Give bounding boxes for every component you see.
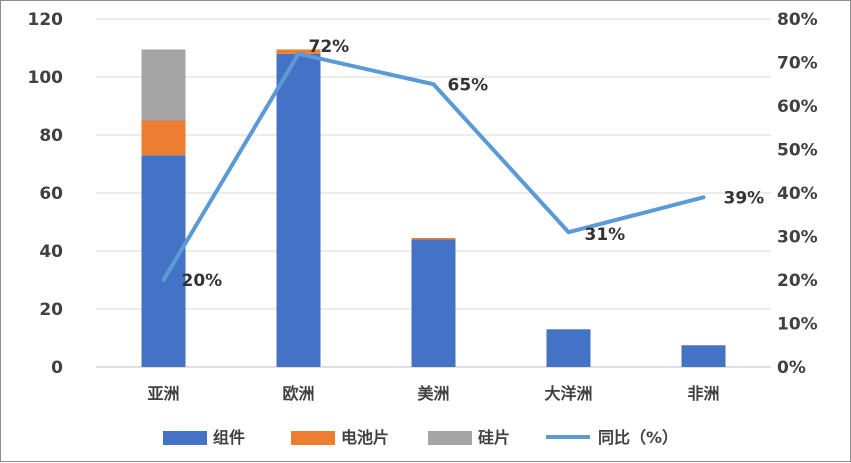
data-label: 20% [182, 271, 223, 291]
data-label: 39% [724, 188, 765, 208]
bar-segment [141, 49, 186, 121]
legend-label: 电池片 [341, 428, 389, 447]
data-label: 72% [309, 37, 350, 57]
y2-tick-label: 20% [777, 271, 818, 291]
bar-segment [411, 239, 456, 367]
bar-segment [411, 237, 456, 240]
x-tick-label: 欧洲 [282, 384, 314, 403]
bar-segment [141, 120, 186, 156]
line-group [161, 51, 706, 282]
legend-label: 同比（%） [598, 428, 678, 447]
y-tick-label: 20 [39, 300, 63, 320]
category-axis-labels: 亚洲 欧洲 美洲 大洋洲 非洲 [147, 384, 719, 403]
bar-segment [546, 329, 591, 367]
legend-label: 硅片 [478, 428, 510, 447]
x-tick-label: 亚洲 [147, 384, 179, 403]
legend-label: 组件 [213, 428, 245, 447]
legend-swatch [291, 431, 335, 445]
data-labels: 20% 72% 65% 31% 39% [182, 37, 765, 291]
y-tick-label: 120 [28, 10, 64, 30]
y2-tick-label: 10% [777, 315, 818, 335]
legend-swatch [163, 431, 207, 445]
data-label: 31% [585, 225, 626, 245]
right-axis-ticks: 0% 10% 20% 30% 40% 50% 60% 70% 80% [777, 10, 818, 378]
data-label: 65% [448, 75, 489, 95]
bar-segment [141, 155, 186, 367]
y2-tick-label: 60% [777, 97, 818, 117]
bar-segment [276, 53, 321, 368]
x-tick-label: 大洋洲 [544, 384, 592, 403]
y-tick-label: 80 [39, 126, 63, 146]
legend-swatch [428, 431, 472, 445]
x-tick-label: 非洲 [687, 384, 719, 403]
y-tick-label: 60 [39, 184, 63, 204]
y-tick-label: 100 [28, 68, 64, 88]
bars-group [141, 49, 726, 368]
y2-tick-label: 80% [777, 10, 818, 30]
y2-tick-label: 0% [777, 358, 806, 378]
y2-tick-label: 70% [777, 54, 818, 74]
y-tick-label: 0 [51, 358, 63, 378]
line-series-yoy [161, 51, 706, 282]
bar-segment [681, 345, 726, 367]
y2-tick-label: 30% [777, 228, 818, 248]
y-tick-label: 40 [39, 242, 63, 262]
legend: 组件 电池片 硅片 同比（%） [163, 428, 678, 447]
left-axis-ticks: 0 20 40 60 80 100 120 [28, 10, 64, 378]
y2-tick-label: 40% [777, 184, 818, 204]
y2-tick-label: 50% [777, 141, 818, 161]
x-tick-label: 美洲 [417, 384, 449, 403]
bar-segment [276, 49, 321, 54]
